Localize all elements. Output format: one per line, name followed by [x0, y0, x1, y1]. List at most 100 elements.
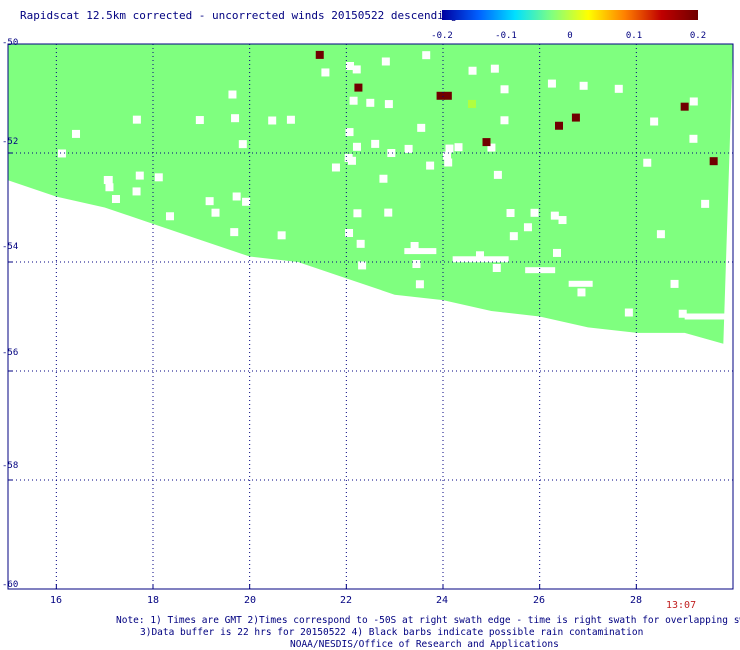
missing-gap — [452, 256, 509, 263]
missing-cell — [232, 192, 241, 201]
missing-cell — [165, 212, 174, 221]
highlight-cell — [443, 91, 452, 100]
y-tick-label: -54 — [2, 242, 19, 252]
missing-gap — [684, 313, 740, 320]
missing-cell — [352, 65, 361, 74]
missing-cell — [103, 176, 112, 185]
missing-cell — [231, 114, 240, 123]
missing-cell — [426, 161, 435, 170]
colorbar-tick-label: -0.1 — [495, 31, 517, 41]
missing-cell — [579, 81, 588, 90]
missing-cell — [509, 232, 518, 241]
missing-cell — [387, 148, 396, 157]
missing-cell — [384, 208, 393, 217]
missing-cell — [111, 195, 120, 204]
x-tick-label: 16 — [49, 595, 63, 606]
missing-cell — [404, 144, 413, 153]
footnote-line-2: 3)Data buffer is 22 hrs for 20150522 4) … — [140, 627, 644, 638]
missing-cell — [523, 223, 532, 232]
missing-cell — [415, 280, 424, 289]
missing-cell — [228, 90, 237, 99]
missing-gap — [525, 267, 556, 274]
missing-cell — [345, 128, 354, 137]
highlight-cell — [468, 99, 476, 108]
x-tick-label: 20 — [243, 595, 257, 606]
missing-cell — [211, 208, 220, 217]
footnote-line-1: Note: 1) Times are GMT 2)Times correspon… — [116, 615, 740, 626]
missing-cell — [371, 139, 380, 148]
missing-cell — [331, 163, 340, 172]
missing-cell — [358, 261, 367, 270]
y-tick-label: -56 — [2, 348, 19, 358]
missing-cell — [417, 123, 426, 132]
missing-cell — [410, 241, 419, 250]
missing-cell — [701, 199, 710, 208]
missing-cell — [689, 97, 698, 106]
missing-cell — [558, 216, 567, 225]
missing-cell — [384, 100, 393, 109]
missing-cell — [487, 143, 496, 152]
missing-cell — [492, 263, 501, 272]
colorbar-tick-label: 0.1 — [625, 31, 643, 41]
missing-cell — [268, 116, 277, 125]
colorbar-strip — [442, 10, 698, 20]
missing-cell — [678, 309, 687, 318]
plot-frame — [7, 43, 734, 590]
missing-cell — [444, 158, 453, 167]
y-tick-label: -52 — [2, 137, 19, 147]
colorbar-tick-label: -0.2 — [431, 31, 453, 41]
x-tick-label: 28 — [629, 595, 643, 606]
missing-cell — [506, 209, 515, 218]
missing-cell — [352, 142, 361, 151]
missing-cell — [286, 115, 295, 124]
missing-cell — [454, 143, 463, 152]
missing-cell — [356, 239, 365, 248]
missing-cell — [132, 187, 141, 196]
highlight-cell — [354, 83, 363, 92]
missing-cell — [493, 170, 502, 179]
highlight-cell — [436, 91, 445, 100]
missing-cell — [242, 197, 251, 206]
missing-cell — [105, 183, 114, 192]
missing-cell — [345, 228, 354, 237]
y-tick-label: -60 — [2, 580, 19, 590]
missing-cell — [614, 84, 623, 93]
missing-cell — [57, 149, 66, 158]
highlight-cell — [482, 138, 491, 147]
x-tick-label: 18 — [146, 595, 160, 606]
missing-cell — [547, 79, 556, 88]
missing-cell — [349, 96, 358, 105]
swath-data-field — [8, 44, 733, 344]
missing-cell — [553, 248, 562, 257]
missing-cell — [195, 116, 204, 125]
x-tick-label: 26 — [532, 595, 546, 606]
missing-cell — [379, 174, 388, 183]
y-tick-label: -58 — [2, 461, 19, 471]
missing-cell — [650, 117, 659, 126]
missing-cell — [643, 158, 652, 167]
missing-gap — [404, 248, 437, 255]
missing-cell — [656, 230, 665, 239]
missing-cell — [689, 134, 698, 143]
missing-cell — [321, 68, 330, 77]
highlight-cell — [680, 102, 689, 111]
footnote-credit: NOAA/NESDIS/Office of Research and Appli… — [290, 639, 559, 650]
missing-cell — [422, 51, 431, 60]
missing-cell — [577, 288, 586, 297]
missing-gap — [568, 280, 593, 287]
missing-cell — [277, 231, 286, 240]
missing-cell — [353, 209, 362, 218]
missing-cell — [366, 98, 375, 107]
missing-cell — [500, 85, 509, 94]
highlight-cell — [709, 157, 718, 166]
missing-cell — [230, 228, 239, 237]
missing-cell — [72, 129, 81, 138]
missing-cell — [412, 260, 421, 269]
missing-cell — [624, 308, 633, 317]
missing-cell — [443, 151, 452, 160]
missing-cell — [154, 173, 163, 182]
missing-cell — [500, 116, 509, 125]
highlight-cell — [315, 50, 324, 59]
